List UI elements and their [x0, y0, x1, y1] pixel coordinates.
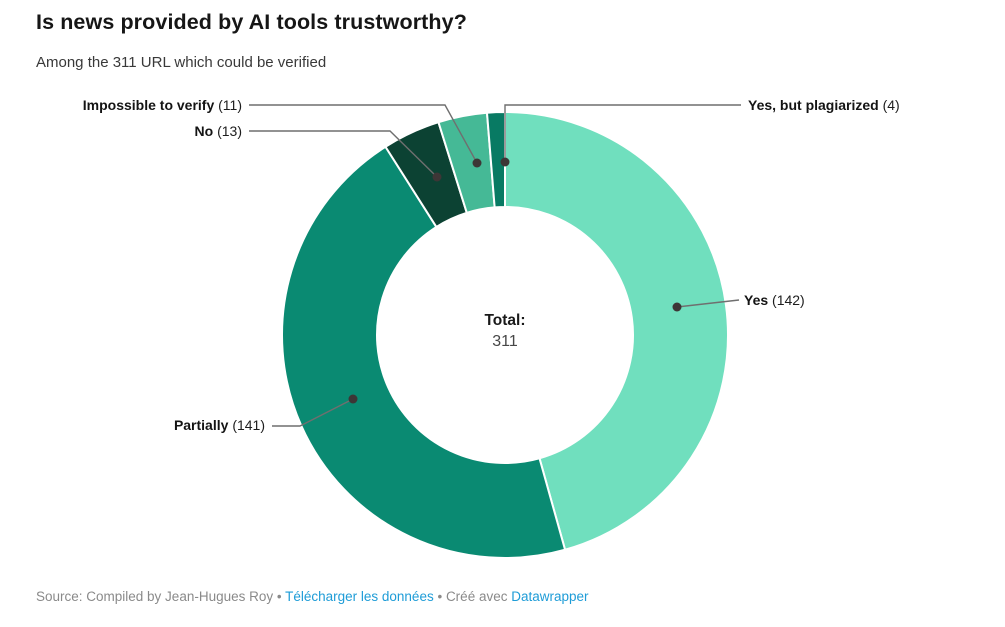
- anchor-dot-partially: [348, 394, 358, 404]
- callout-count: (142): [772, 292, 805, 308]
- datawrapper-link[interactable]: Datawrapper: [511, 589, 589, 604]
- callout-impossible-to-verify: Impossible to verify (11): [83, 97, 242, 114]
- callout-partially: Partially (141): [174, 417, 265, 434]
- callout-count: (11): [218, 97, 242, 113]
- pie-slice-partially[interactable]: [281, 145, 567, 559]
- anchor-dot-impossible-to-verify: [472, 158, 482, 168]
- download-data-link[interactable]: Télécharger les données: [285, 589, 434, 604]
- pie-slice-yes[interactable]: [504, 110, 729, 551]
- leader-line-no: [249, 130, 438, 178]
- callout-label: Yes: [744, 292, 769, 308]
- leader-lines-group: [249, 104, 741, 427]
- anchor-dot-no: [432, 172, 442, 182]
- leader-line-yes: [676, 299, 740, 308]
- footer: Source: Compiled by Jean-Hugues Roy • Té…: [36, 589, 589, 604]
- leader-line-yes-but-plagiarized: [504, 104, 741, 162]
- anchor-dot-yes-but-plagiarized: [500, 157, 510, 167]
- total-value: 311: [492, 333, 518, 350]
- source-text: Source: Compiled by Jean-Hugues Roy: [36, 589, 274, 604]
- leader-line-partially: [272, 398, 354, 427]
- created-with-text: Créé avec: [445, 589, 512, 604]
- callout-count: (141): [232, 417, 265, 433]
- callout-count: (13): [217, 123, 242, 139]
- slices-group: [281, 110, 729, 559]
- callout-yes: Yes (142): [744, 292, 805, 309]
- chart-title: Is news provided by AI tools trustworthy…: [36, 10, 467, 34]
- leader-line-impossible-to-verify: [249, 104, 478, 164]
- callout-label: Impossible to verify: [82, 97, 215, 113]
- chart-subtitle: Among the 311 URL which could be verifie…: [36, 54, 327, 71]
- anchor-dots-group: [348, 157, 682, 404]
- callout-no: No (13): [195, 123, 242, 140]
- callout-label: Yes, but plagiarized: [748, 97, 879, 113]
- anchor-dot-yes: [672, 302, 682, 312]
- footer-separator: •: [273, 589, 286, 604]
- pie-slice-yes-but-plagiarized[interactable]: [485, 110, 506, 209]
- callout-count: (4): [882, 97, 900, 113]
- callout-yes-but-plagiarized: Yes, but plagiarized (4): [748, 97, 900, 114]
- total-label: Total:: [484, 312, 526, 329]
- footer-separator: •: [433, 589, 446, 604]
- callout-label: No: [194, 123, 214, 139]
- callout-label: Partially: [173, 417, 229, 433]
- donut-center-label: Total: 311: [445, 310, 565, 353]
